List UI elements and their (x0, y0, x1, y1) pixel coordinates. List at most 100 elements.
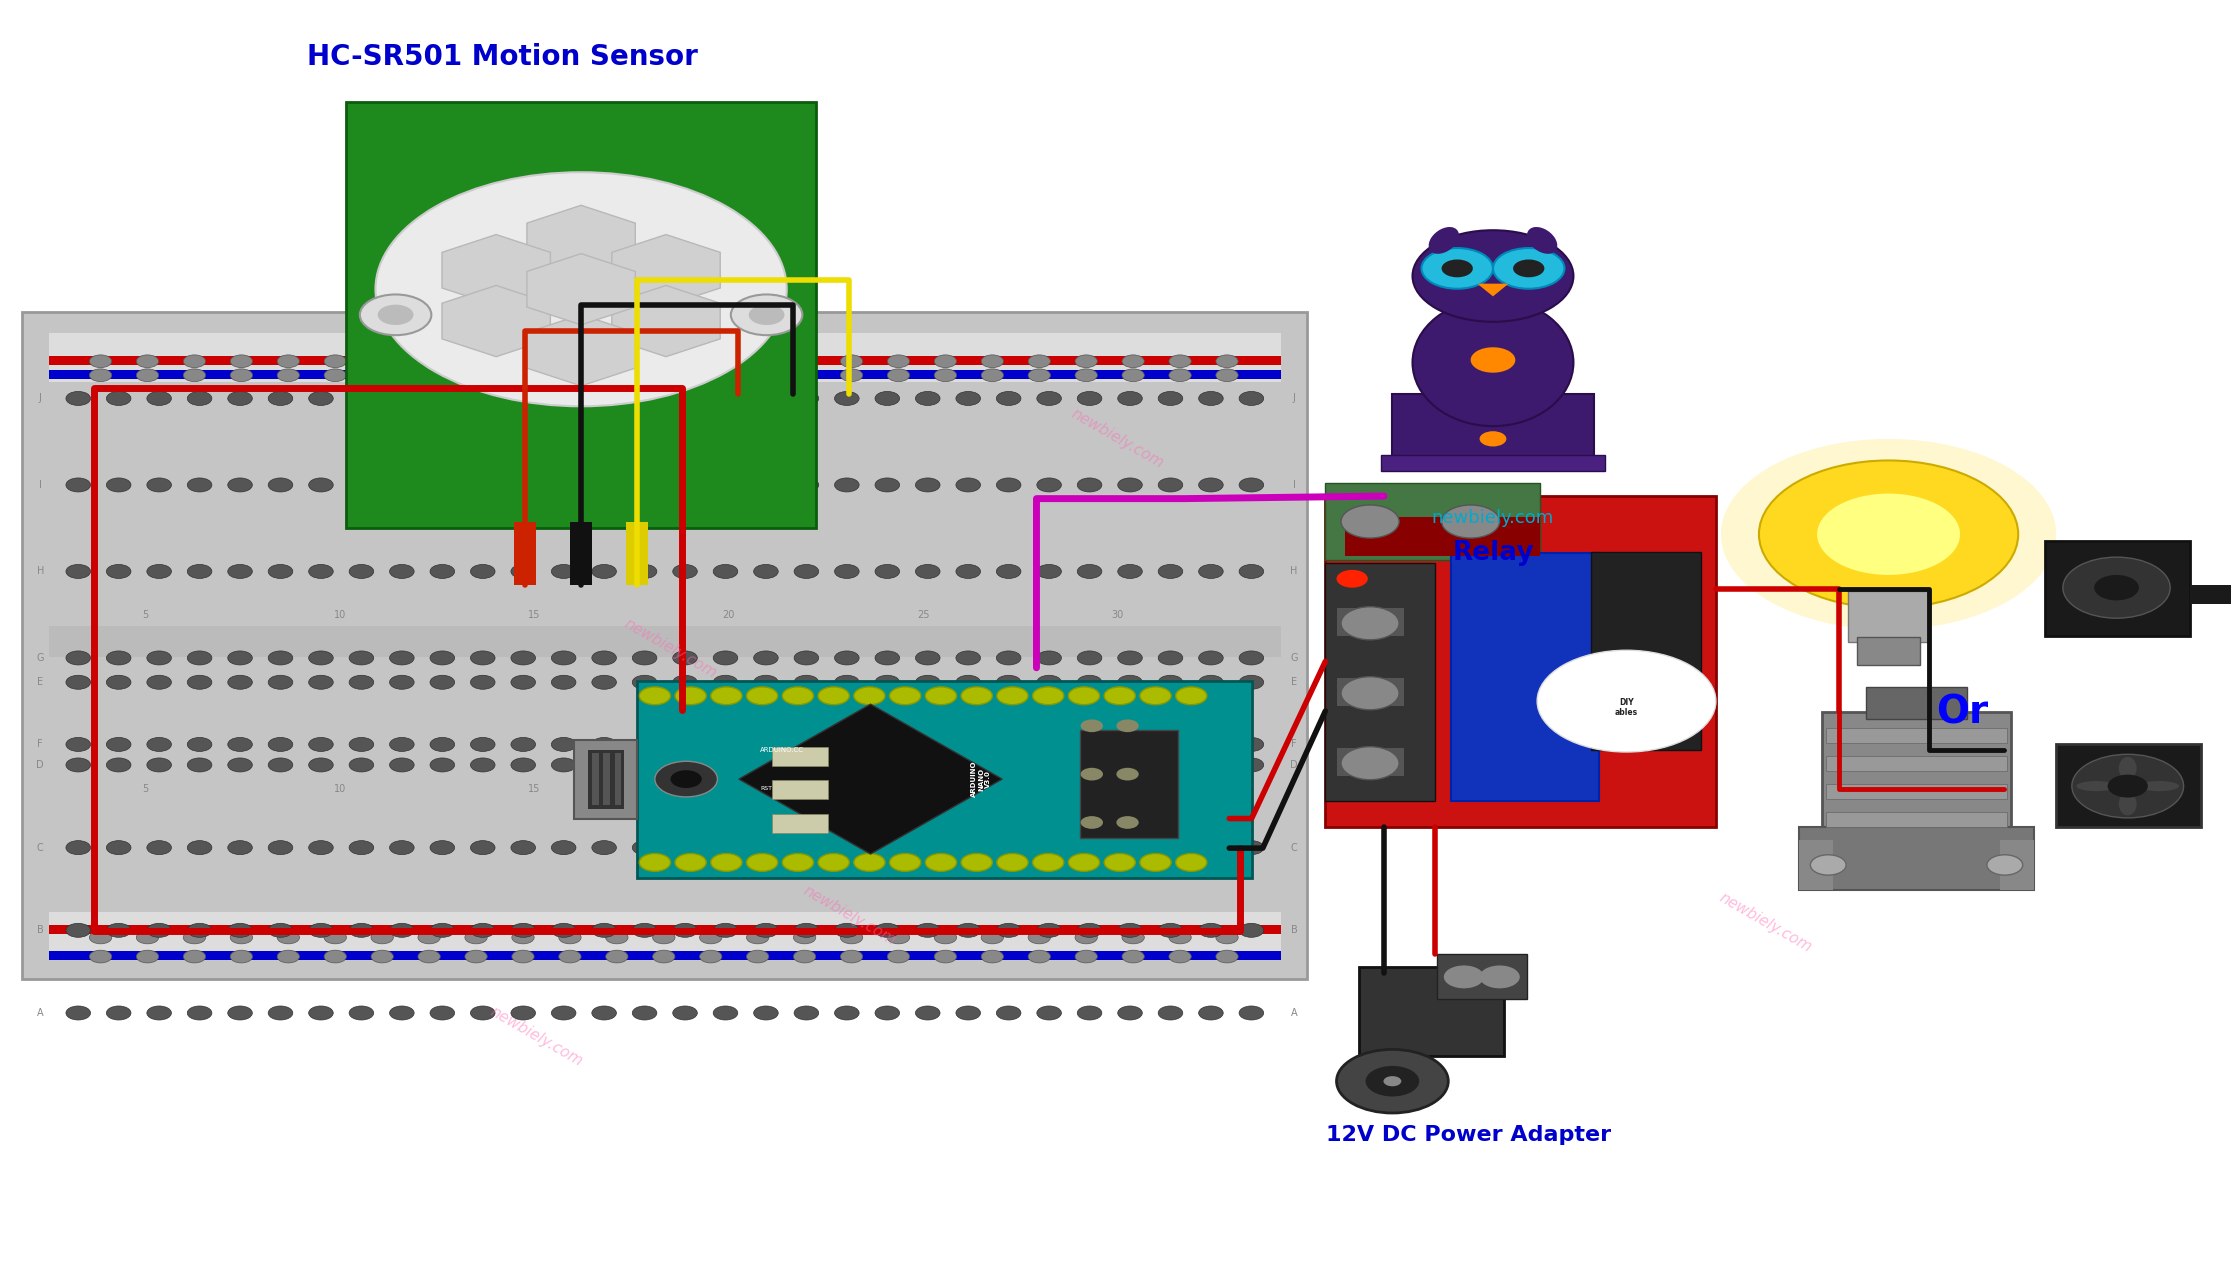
Bar (22, 312, 1307, 979)
Circle shape (1337, 1049, 1448, 1113)
Circle shape (1118, 768, 1138, 781)
Bar (626, 522, 648, 585)
Text: I: I (1292, 480, 1296, 490)
Circle shape (378, 304, 413, 326)
Text: 15: 15 (527, 611, 541, 621)
Circle shape (700, 369, 722, 382)
Circle shape (1104, 687, 1135, 705)
Circle shape (389, 923, 413, 937)
Circle shape (592, 841, 617, 855)
Circle shape (1810, 855, 1846, 875)
Circle shape (1176, 687, 1207, 705)
Circle shape (1118, 675, 1142, 689)
Circle shape (1238, 392, 1263, 406)
Circle shape (1037, 392, 1062, 406)
Bar (773, 780, 827, 799)
Circle shape (552, 758, 577, 772)
Text: D: D (1290, 759, 1299, 770)
Circle shape (592, 392, 617, 406)
Circle shape (1075, 950, 1097, 963)
Bar (1325, 483, 1540, 560)
Bar (592, 753, 599, 805)
Circle shape (552, 738, 577, 752)
Circle shape (834, 1006, 858, 1020)
Text: 25: 25 (916, 611, 930, 621)
Circle shape (1216, 369, 1238, 382)
Circle shape (834, 392, 858, 406)
Circle shape (228, 738, 253, 752)
Circle shape (324, 355, 346, 368)
Bar (514, 522, 536, 585)
Polygon shape (740, 705, 1001, 854)
Circle shape (1037, 1006, 1062, 1020)
Circle shape (188, 923, 212, 937)
Circle shape (228, 758, 253, 772)
Circle shape (1198, 565, 1223, 579)
Circle shape (559, 355, 581, 368)
Circle shape (592, 651, 617, 665)
Circle shape (552, 651, 577, 665)
Circle shape (753, 478, 778, 492)
Circle shape (308, 651, 333, 665)
Circle shape (2072, 754, 2184, 818)
Circle shape (592, 738, 617, 752)
Circle shape (1075, 355, 1097, 368)
Circle shape (1104, 854, 1135, 871)
Bar (1325, 563, 1435, 801)
Circle shape (793, 355, 816, 368)
Circle shape (746, 687, 778, 705)
Circle shape (1118, 923, 1142, 937)
Circle shape (633, 392, 657, 406)
Circle shape (981, 950, 1004, 963)
Circle shape (89, 931, 112, 944)
Circle shape (429, 478, 454, 492)
Circle shape (1077, 841, 1102, 855)
Circle shape (876, 758, 898, 772)
Circle shape (782, 854, 814, 871)
Bar (1080, 730, 1178, 838)
Circle shape (793, 1006, 818, 1020)
Circle shape (465, 931, 487, 944)
Circle shape (1198, 1006, 1223, 1020)
Bar (1799, 840, 1833, 890)
Circle shape (107, 651, 132, 665)
Circle shape (1238, 758, 1263, 772)
Circle shape (957, 841, 981, 855)
Circle shape (89, 950, 112, 963)
Text: DIY
ables: DIY ables (1616, 698, 1638, 717)
Circle shape (67, 651, 92, 665)
Circle shape (465, 355, 487, 368)
Circle shape (1122, 931, 1144, 944)
Bar (49, 356, 1281, 365)
Circle shape (834, 923, 858, 937)
Circle shape (512, 369, 534, 382)
Bar (2045, 541, 2190, 636)
Circle shape (1169, 355, 1191, 368)
Circle shape (429, 1006, 454, 1020)
Circle shape (1077, 738, 1102, 752)
Circle shape (308, 923, 333, 937)
Circle shape (793, 369, 816, 382)
Circle shape (1077, 923, 1102, 937)
Circle shape (277, 931, 299, 944)
Ellipse shape (1428, 226, 1459, 254)
Circle shape (418, 950, 440, 963)
Circle shape (268, 758, 293, 772)
Circle shape (228, 841, 253, 855)
Circle shape (713, 923, 738, 937)
Circle shape (1158, 1006, 1182, 1020)
Circle shape (887, 355, 910, 368)
Bar (615, 753, 621, 805)
Circle shape (1068, 854, 1100, 871)
Circle shape (308, 392, 333, 406)
Circle shape (349, 758, 373, 772)
Circle shape (675, 854, 706, 871)
Bar (1826, 728, 2007, 743)
Circle shape (228, 675, 253, 689)
Circle shape (854, 687, 885, 705)
Circle shape (1366, 1066, 1419, 1096)
Circle shape (230, 355, 253, 368)
Circle shape (559, 369, 581, 382)
Circle shape (1028, 355, 1050, 368)
Text: 20: 20 (722, 611, 735, 621)
